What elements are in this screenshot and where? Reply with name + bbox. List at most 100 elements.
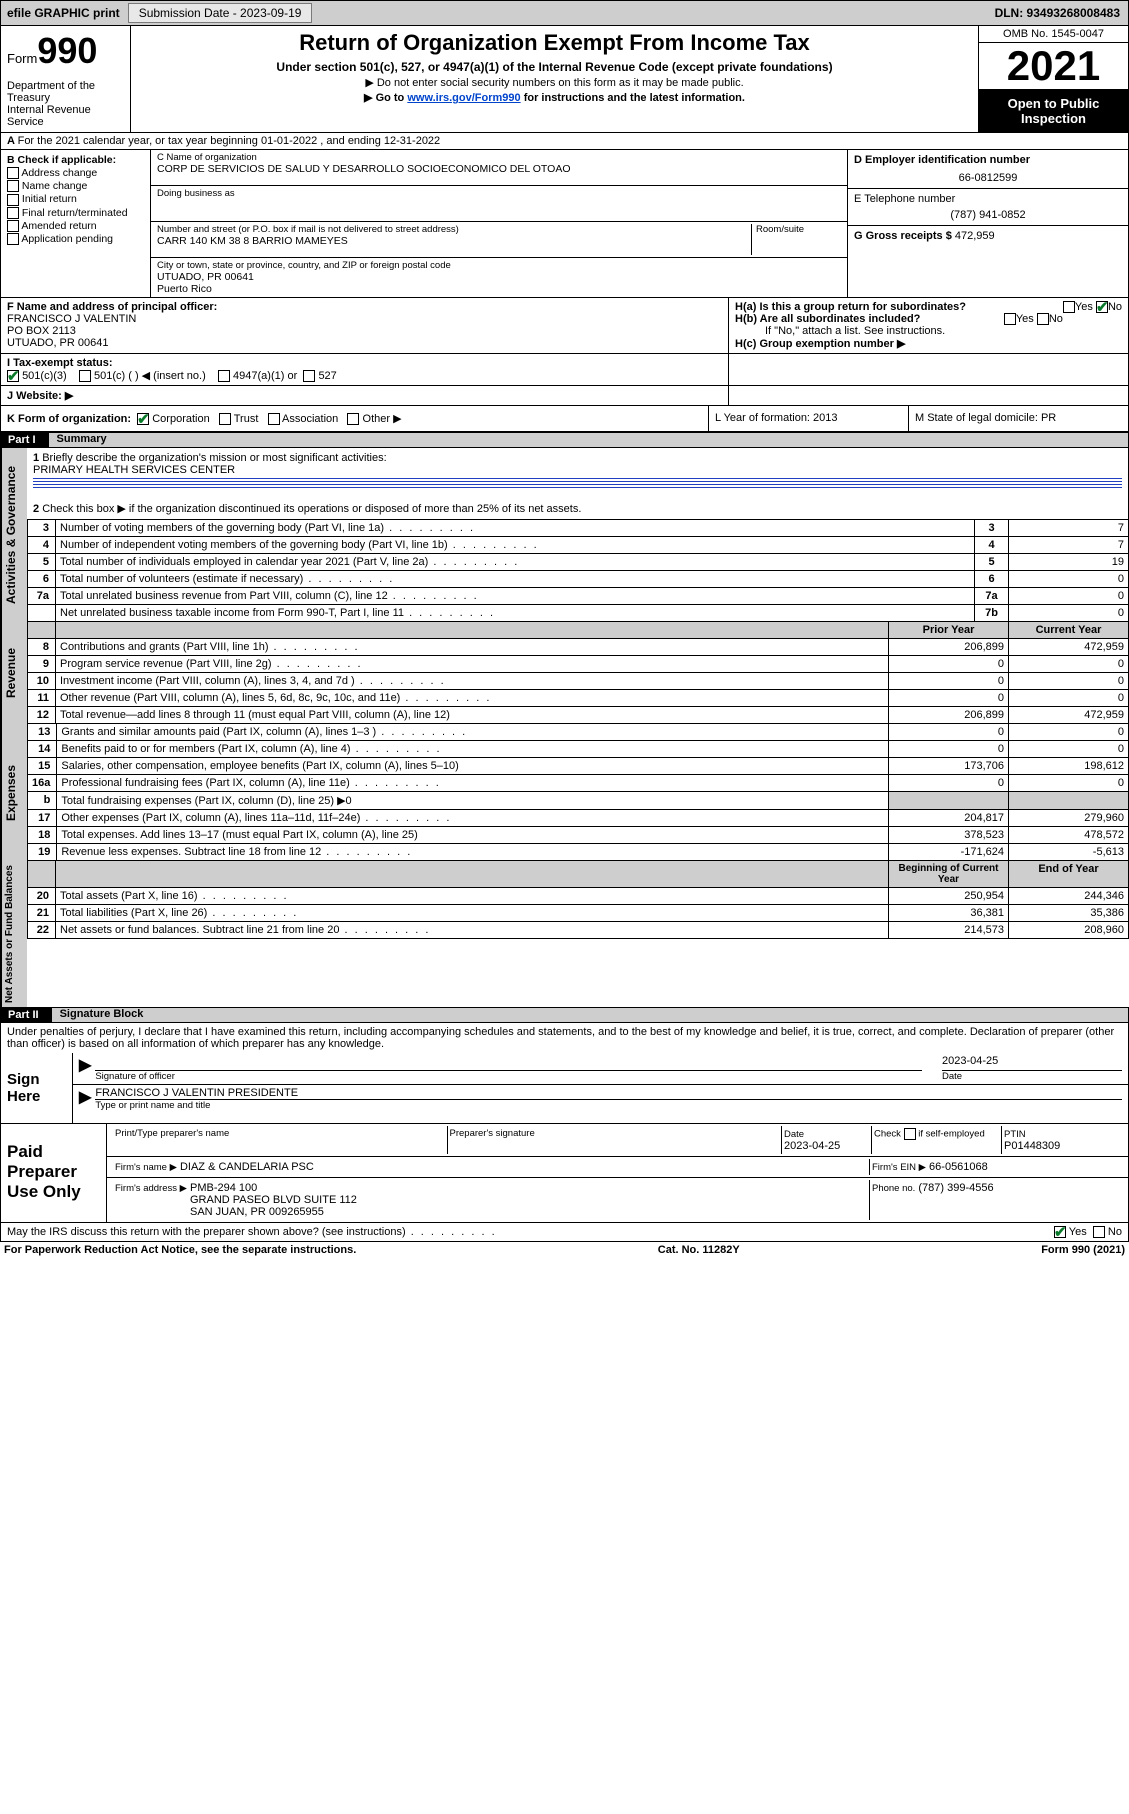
chk-4947[interactable] (218, 370, 230, 382)
ln-txt: Program service revenue (Part VIII, line… (56, 656, 889, 673)
may-discuss-row: May the IRS discuss this return with the… (1, 1222, 1128, 1241)
tab-netassets: Net Assets or Fund Balances (1, 861, 27, 1007)
ln-num: 10 (28, 673, 56, 690)
firm-addr-lbl: Firm's address ▶ (115, 1183, 187, 1194)
table-row: 19Revenue less expenses. Subtract line 1… (28, 844, 1129, 861)
ln-curr: -5,613 (1009, 844, 1129, 861)
hb-no[interactable] (1037, 313, 1049, 325)
col-begin: Beginning of Current Year (889, 861, 1009, 888)
ln-box: 7a (975, 588, 1009, 605)
hline (33, 487, 1122, 488)
opt-trust: Trust (234, 413, 259, 425)
ln-num: 16a (28, 775, 57, 792)
ln-txt: Grants and similar amounts paid (Part IX… (57, 724, 889, 741)
chk-final-return[interactable]: Final return/terminated (7, 207, 144, 219)
chk-501c3[interactable] (7, 370, 19, 382)
chk-self-employed[interactable] (904, 1128, 916, 1140)
form-subtitle: Under section 501(c), 527, or 4947(a)(1)… (139, 60, 970, 74)
chk-may-no[interactable] (1093, 1226, 1105, 1238)
table-row: 11Other revenue (Part VIII, column (A), … (28, 690, 1129, 707)
h-b: H(b) Are all subordinates included? Yes … (735, 313, 1122, 325)
firm-name-lbl: Firm's name ▶ (115, 1162, 177, 1173)
ln-val: 19 (1009, 554, 1129, 571)
ln-txt: Number of independent voting members of … (56, 537, 975, 554)
ln-num: 21 (28, 905, 56, 922)
city-label: City or town, state or province, country… (157, 260, 841, 271)
chk-may-yes[interactable] (1054, 1226, 1066, 1238)
sig-officer-field[interactable] (95, 1055, 922, 1071)
net-table: Beginning of Current YearEnd of Year 20T… (27, 861, 1129, 939)
chk-name-change[interactable]: Name change (7, 180, 144, 192)
arrow-icon: ▶ (79, 1087, 91, 1111)
note2-post: for instructions and the latest informat… (521, 92, 745, 104)
ln-txt: Investment income (Part VIII, column (A)… (56, 673, 889, 690)
table-row: 18Total expenses. Add lines 13–17 (must … (28, 827, 1129, 844)
table-row: 5Total number of individuals employed in… (28, 554, 1129, 571)
irs-link[interactable]: www.irs.gov/Form990 (407, 92, 520, 104)
chk-other[interactable] (347, 413, 359, 425)
ln-box: 4 (975, 537, 1009, 554)
firm-addr: PMB-294 100 GRAND PASEO BLVD SUITE 112 S… (190, 1182, 357, 1218)
chk-amended-return[interactable]: Amended return (7, 220, 144, 232)
submission-date-button[interactable]: Submission Date - 2023-09-19 (128, 3, 313, 23)
tab-revenue: Revenue (1, 622, 27, 724)
net-section: Net Assets or Fund Balances Beginning of… (0, 861, 1129, 1007)
sig-date-field: 2023-04-25 (942, 1055, 1122, 1071)
chk-trust[interactable] (219, 413, 231, 425)
room-label: Room/suite (756, 224, 841, 235)
ln-curr: 0 (1009, 741, 1129, 758)
note2-pre: ▶ Go to (364, 92, 407, 104)
form-number: Form990 (7, 30, 124, 72)
chk-initial-return[interactable]: Initial return (7, 193, 144, 205)
hb-yes[interactable] (1004, 313, 1016, 325)
arrow-icon: ▶ (79, 1055, 91, 1082)
ein-label: D Employer identification number (854, 154, 1122, 166)
paid-preparer-label: Paid Preparer Use Only (1, 1124, 107, 1222)
table-row: 21Total liabilities (Part X, line 26)36,… (28, 905, 1129, 922)
ein-value: 66-0812599 (854, 172, 1122, 184)
i-right-spacer (728, 354, 1128, 385)
sign-here-right: ▶ Signature of officer 2023-04-25 Date ▶… (73, 1053, 1128, 1123)
chk-corp[interactable] (137, 413, 149, 425)
ln-prior: 0 (889, 690, 1009, 707)
ln-txt: Other expenses (Part IX, column (A), lin… (57, 810, 889, 827)
chk-address-change[interactable]: Address change (7, 167, 144, 179)
sig-date-lbl: Date (942, 1071, 1122, 1082)
part1-header: Part I Summary (0, 432, 1129, 448)
ln-prior: 36,381 (889, 905, 1009, 922)
phone-label: E Telephone number (854, 193, 1122, 205)
ha-yes[interactable] (1063, 301, 1075, 313)
blank (28, 622, 56, 639)
tab-expenses: Expenses (1, 724, 27, 861)
part2-num: Part II (8, 1009, 51, 1021)
rev-body: Prior YearCurrent Year 8Contributions an… (27, 622, 1129, 724)
form-note1: ▶ Do not enter social security numbers o… (139, 76, 970, 89)
chk-501c[interactable] (79, 370, 91, 382)
ln-txt: Net unrelated business taxable income fr… (56, 605, 975, 622)
row-k: K Form of organization: Corporation Trus… (0, 406, 1129, 432)
ln-prior: 173,706 (889, 758, 1009, 775)
ln-prior: 378,523 (889, 827, 1009, 844)
chk-app-pending-lbl: Application pending (21, 233, 113, 245)
ha-no[interactable] (1096, 301, 1108, 313)
chk-527[interactable] (303, 370, 315, 382)
ln-curr: 0 (1009, 775, 1129, 792)
ln-txt: Salaries, other compensation, employee b… (57, 758, 889, 775)
chk-assoc[interactable] (268, 413, 280, 425)
paid-preparer-row: Paid Preparer Use Only Print/Type prepar… (1, 1123, 1128, 1222)
ln-prior: 0 (889, 673, 1009, 690)
chk-app-pending[interactable]: Application pending (7, 233, 144, 245)
preparer-line2: Firm's name ▶ DIAZ & CANDELARIA PSC Firm… (107, 1157, 1128, 1178)
website-row: J Website: ▶ (1, 386, 728, 405)
chk-final-return-lbl: Final return/terminated (22, 207, 128, 219)
ln-num: 11 (28, 690, 56, 707)
ln-prior: 206,899 (889, 707, 1009, 724)
ln-prior-grey (889, 792, 1009, 810)
ln-curr: 478,572 (1009, 827, 1129, 844)
footer-form: Form 990 (2021) (1041, 1244, 1125, 1256)
ln-txt: Professional fundraising fees (Part IX, … (57, 775, 889, 792)
table-row: 7aTotal unrelated business revenue from … (28, 588, 1129, 605)
hline (33, 478, 1122, 479)
ln-txt: Total revenue—add lines 8 through 11 (mu… (56, 707, 889, 724)
ln-txt: Contributions and grants (Part VIII, lin… (56, 639, 889, 656)
